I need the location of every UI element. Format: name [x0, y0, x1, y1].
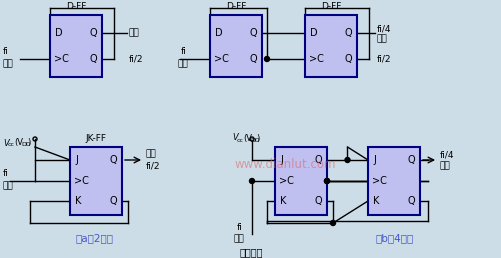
- Text: 输出: 输出: [129, 28, 139, 37]
- Text: Q̄: Q̄: [344, 54, 351, 64]
- Text: Q̄: Q̄: [109, 196, 117, 206]
- Text: Q: Q: [109, 155, 117, 165]
- Text: Q: Q: [344, 28, 351, 38]
- Text: D: D: [55, 28, 63, 38]
- Bar: [70, 147, 122, 215]
- Text: ): ): [27, 139, 30, 148]
- Text: Q: Q: [407, 155, 414, 165]
- Text: Q: Q: [249, 28, 257, 38]
- Text: DD: DD: [249, 138, 259, 142]
- Text: fi: fi: [236, 223, 242, 232]
- Text: Q: Q: [89, 28, 97, 38]
- Text: cc: cc: [8, 142, 15, 148]
- Text: >C: >C: [74, 176, 89, 186]
- Text: 输出: 输出: [376, 35, 387, 44]
- Text: J: J: [75, 155, 78, 165]
- Text: Q̄: Q̄: [314, 196, 321, 206]
- Text: Q̄: Q̄: [407, 196, 414, 206]
- Text: Q̄: Q̄: [89, 54, 97, 64]
- Text: >C: >C: [371, 176, 386, 186]
- Circle shape: [249, 179, 254, 183]
- Text: >C: >C: [279, 176, 293, 186]
- Text: cc: cc: [236, 138, 243, 142]
- Text: D-FF: D-FF: [225, 2, 245, 11]
- Text: ): ): [256, 133, 259, 142]
- Circle shape: [324, 179, 329, 183]
- Text: JK-FF: JK-FF: [85, 134, 106, 143]
- Text: 输出: 输出: [439, 162, 450, 171]
- Circle shape: [324, 179, 329, 183]
- Text: K: K: [280, 196, 286, 206]
- Text: www.dianlut.com: www.dianlut.com: [234, 158, 335, 172]
- Circle shape: [264, 57, 269, 61]
- Text: V: V: [231, 133, 237, 142]
- Bar: [275, 147, 326, 215]
- Text: >C: >C: [309, 54, 323, 64]
- Text: Q: Q: [314, 155, 321, 165]
- Text: fi/2: fi/2: [129, 54, 143, 63]
- Text: D: D: [214, 28, 222, 38]
- Text: 比较电路: 比较电路: [239, 247, 262, 257]
- Text: DD: DD: [21, 142, 31, 148]
- Text: K: K: [372, 196, 379, 206]
- Text: fi: fi: [181, 47, 186, 57]
- Bar: [367, 147, 419, 215]
- Text: 输入: 输入: [178, 60, 188, 69]
- Text: 输入: 输入: [3, 181, 14, 190]
- Text: (V: (V: [14, 139, 23, 148]
- Text: K: K: [75, 196, 81, 206]
- Text: V: V: [3, 139, 9, 148]
- Text: fi: fi: [3, 47, 9, 57]
- Circle shape: [330, 221, 335, 225]
- Bar: [305, 15, 356, 77]
- Text: D-FF: D-FF: [66, 2, 86, 11]
- Text: (V: (V: [242, 133, 252, 142]
- Text: fi/4: fi/4: [439, 150, 453, 159]
- Text: fi/4: fi/4: [376, 25, 391, 34]
- Bar: [50, 15, 102, 77]
- Text: J: J: [372, 155, 375, 165]
- Text: D: D: [310, 28, 317, 38]
- Text: （a）2分频: （a）2分频: [76, 233, 114, 243]
- Circle shape: [344, 157, 349, 163]
- Text: 输入: 输入: [3, 60, 14, 69]
- Text: （b）4分频: （b）4分频: [375, 233, 413, 243]
- Text: >C: >C: [213, 54, 228, 64]
- Text: 输出: 输出: [146, 149, 156, 158]
- Text: fi/2: fi/2: [376, 54, 391, 63]
- Text: fi: fi: [3, 170, 9, 179]
- Text: fi/2: fi/2: [146, 162, 160, 171]
- Text: Q̄: Q̄: [249, 54, 257, 64]
- Text: >C: >C: [54, 54, 69, 64]
- Text: D-FF: D-FF: [320, 2, 341, 11]
- Text: J: J: [280, 155, 282, 165]
- Bar: [209, 15, 262, 77]
- Text: 输入: 输入: [233, 235, 244, 244]
